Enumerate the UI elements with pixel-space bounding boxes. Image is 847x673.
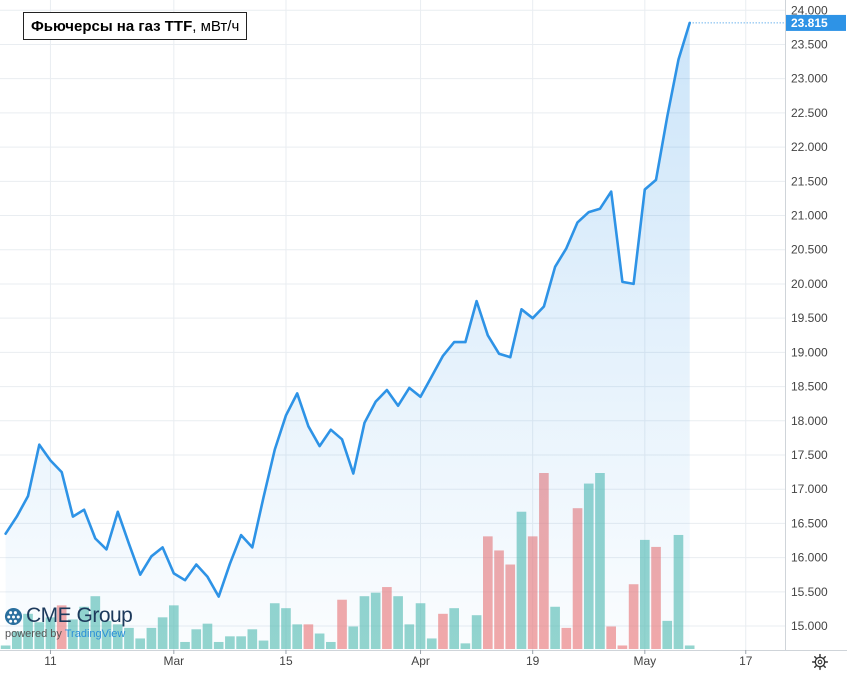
y-tick-label: 23.000	[791, 72, 828, 86]
globe-icon	[4, 607, 23, 625]
y-tick-label: 19.000	[791, 345, 828, 359]
price-line-layer	[4, 21, 691, 598]
cme-tradingview-logo[interactable]: CME Group powered by TradingView	[4, 604, 133, 640]
y-tick-label: 15.000	[791, 619, 828, 633]
y-tick-label: 18.000	[791, 414, 828, 428]
price-area-fill	[5, 22, 690, 650]
price-line	[4, 21, 691, 598]
powered-prefix: powered by	[5, 628, 65, 640]
x-tick-label: Apr	[411, 654, 430, 668]
y-tick-label: 20.000	[791, 277, 828, 291]
y-tick-label: 17.000	[791, 482, 828, 496]
price-area	[5, 22, 690, 650]
last-value-badge	[786, 14, 846, 31]
y-tick-label: 18.500	[791, 380, 828, 394]
powered-brand: TradingView	[64, 628, 126, 640]
y-tick-label: 21.500	[791, 174, 828, 188]
y-tick-label: 20.500	[791, 243, 828, 257]
x-tick-label: 15	[279, 654, 293, 668]
y-tick-label: 24.000	[791, 3, 828, 17]
chart-title-unit: , мВт/ч	[192, 17, 240, 35]
x-tick-label: 19	[526, 654, 540, 668]
chart-title-box: Фьючерсы на газ TTF, мВт/ч	[23, 12, 248, 40]
x-tick-label: May	[633, 654, 656, 668]
gear-icon[interactable]	[811, 653, 829, 671]
y-tick-label: 16.500	[791, 516, 828, 530]
y-tick-label: 15.500	[791, 585, 828, 599]
chart-title: Фьючерсы на газ TTF	[31, 17, 193, 35]
powered-by: powered by TradingView	[5, 628, 132, 640]
y-tick-label: 22.500	[791, 106, 828, 120]
y-tick-label: 19.500	[791, 311, 828, 325]
y-tick-label: 21.000	[791, 209, 828, 223]
y-tick-label: 17.500	[791, 448, 828, 462]
x-tick-label: 11	[44, 654, 57, 668]
last-value-layer: 23.815	[689, 14, 846, 31]
last-value-label: 23.815	[791, 16, 828, 30]
x-tick-label: 17	[739, 654, 753, 668]
x-tick-label: Mar	[163, 654, 184, 668]
y-tick-label: 22.000	[791, 140, 828, 154]
logo-brand: CME Group	[26, 604, 133, 627]
y-tick-label: 16.000	[791, 551, 828, 565]
y-tick-label: 23.500	[791, 37, 828, 51]
